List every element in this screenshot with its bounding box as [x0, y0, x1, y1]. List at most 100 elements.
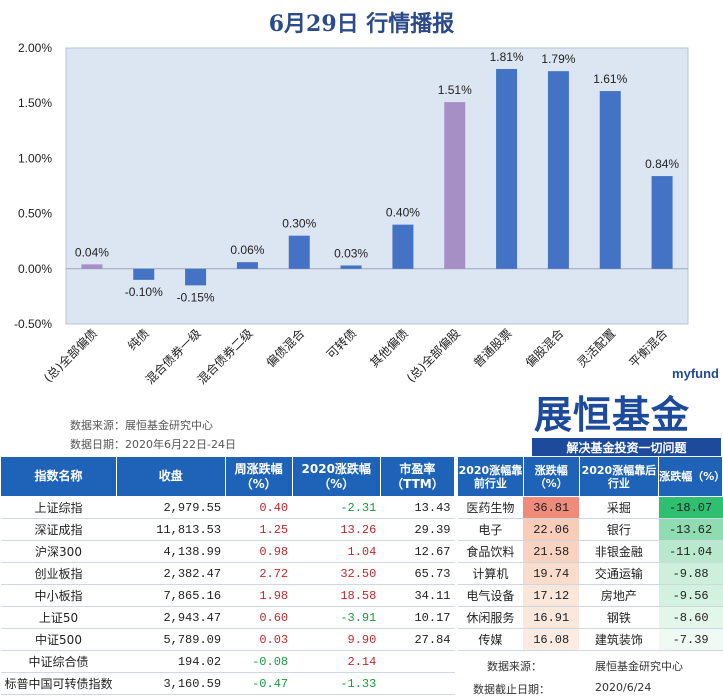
col-close: 收盘 [116, 456, 226, 497]
index-name-cell: 上证综指 [0, 496, 117, 519]
week-change-cell: 0.40 [225, 496, 293, 519]
close-cell: 5,789.09 [116, 628, 226, 651]
source-note: 数据来源：展恒基金研究中心 [70, 419, 213, 432]
bar [496, 68, 518, 269]
top-sector-name: 医药生物 [457, 496, 524, 519]
index-name-cell: 沪深300 [0, 540, 117, 563]
bar-value-label: 1.61% [593, 72, 627, 86]
y-tick-label: 0.50% [18, 207, 52, 221]
category-label: (总)全部偏股 [403, 326, 463, 386]
top-sector-change: 16.91 [523, 606, 580, 629]
y-tick-label: -0.50% [14, 317, 52, 331]
table-row: 医药生物 36.81 采掘 -18.07 [457, 496, 723, 519]
top-sector-change: 16.08 [523, 628, 580, 651]
top-sector-name: 食品饮料 [457, 540, 524, 563]
logo-slogan: 解决基金投资一切问题 [532, 438, 721, 458]
category-label: 普通股票 [471, 326, 515, 370]
bar [288, 235, 310, 269]
bar [444, 102, 466, 269]
category-label: 纯债 [125, 326, 152, 353]
top-sector-name: 休闲服务 [457, 606, 524, 629]
close-cell: 2,979.55 [116, 496, 226, 519]
pe-cell: 10.17 [380, 606, 455, 629]
bar [340, 265, 362, 269]
bar [547, 71, 569, 269]
close-cell: 2,382.47 [116, 562, 226, 585]
table-row: 沪深300 4,138.99 0.98 1.04 12.67 [0, 540, 455, 563]
footer-date-value: 2020/6/24 [595, 681, 652, 694]
bottom-sector-change: -13.62 [658, 518, 723, 541]
pe-cell: 13.43 [380, 496, 455, 519]
bar [392, 224, 414, 269]
pe-cell: 34.11 [380, 584, 455, 607]
index-name-cell: 中证500 [0, 628, 117, 651]
footer-source-value: 展恒基金研究中心 [595, 660, 683, 673]
category-label: 其他偏债 [366, 326, 411, 371]
category-label: 灵活配置 [575, 326, 619, 370]
table-row: 电子 22.06 银行 -13.62 [457, 518, 723, 541]
footer-date-label: 数据截止日期： [473, 683, 550, 696]
close-cell: 4,138.99 [116, 540, 226, 563]
index-table: 指数名称 收盘 周涨跌幅（%） 2020涨跌幅（%） 市盈率（TTM） 上证综指… [0, 456, 456, 695]
ytd-change-cell: -3.91 [292, 606, 381, 629]
index-name-cell: 创业板指 [0, 562, 117, 585]
y-tick-label: 0.00% [18, 262, 52, 276]
week-change-cell: 0.98 [225, 540, 293, 563]
ytd-change-cell: 13.26 [292, 518, 381, 541]
category-label: 偏股混合 [522, 326, 567, 371]
table-row: 创业板指 2,382.47 2.72 32.50 65.73 [0, 562, 455, 585]
week-change-cell: -0.47 [225, 672, 293, 695]
pe-cell: 65.73 [380, 562, 455, 585]
sector-table: 2020涨幅靠前行业 涨跌幅（%） 2020涨幅靠后行业 涨跌幅（%） 医药生物… [457, 456, 723, 651]
bar-labels: 0.04% -0.10% -0.15% 0.06% 0.30% 0.03% 0.40% 1.5… [75, 50, 680, 304]
ytd-change-cell: 1.04 [292, 540, 381, 563]
bar [599, 91, 621, 269]
col-top-sector: 2020涨幅靠前行业 [457, 456, 524, 497]
col-pe: 市盈率（TTM） [379, 456, 456, 497]
table-row: 标普中国可转债指数 3,160.59 -0.47 -1.33 [0, 672, 455, 695]
date-note: 数据日期：2020年6月22日-24日 [70, 438, 236, 451]
page-title: 6月29日 行情播报 [268, 11, 455, 37]
col-ytd-change: 2020涨跌幅（%） [291, 456, 381, 497]
bottom-sector-change: -18.07 [658, 496, 723, 519]
table-row: 中证综合债 194.02 -0.08 2.14 [0, 650, 455, 673]
index-name-cell: 标普中国可转债指数 [0, 672, 117, 695]
table-row: 上证综指 2,979.55 0.40 -2.31 13.43 [0, 496, 455, 519]
bar-value-label: 0.06% [230, 243, 264, 257]
ytd-change-cell: 2.14 [292, 650, 381, 673]
table-row: 传媒 16.08 建筑装饰 -7.39 [457, 628, 723, 651]
y-tick-label: 1.50% [18, 96, 52, 110]
bottom-sector-name: 非银金融 [579, 540, 659, 563]
bar [81, 264, 103, 269]
bar-value-label: 0.30% [282, 217, 316, 231]
y-tick-label: 2.00% [18, 41, 52, 55]
week-change-cell: -0.08 [225, 650, 293, 673]
bar [185, 268, 207, 286]
close-cell: 3,160.59 [116, 672, 226, 695]
table-row: 深证成指 11,813.53 1.25 13.26 29.39 [0, 518, 455, 541]
bottom-sector-name: 房地产 [579, 584, 659, 607]
ytd-change-cell: 9.90 [292, 628, 381, 651]
index-name-cell: 中小板指 [0, 584, 117, 607]
bottom-sector-name: 交通运输 [579, 562, 659, 585]
category-label: 可转债 [323, 326, 359, 362]
category-label: (总)全部偏债 [40, 326, 100, 386]
bar-value-label: 0.40% [386, 206, 420, 220]
table-row: 上证50 2,943.47 0.60 -3.91 10.17 [0, 606, 455, 629]
bar-value-label: -0.10% [125, 285, 163, 299]
top-sector-change: 21.58 [523, 540, 580, 563]
table-row: 休闲服务 16.91 钢铁 -8.60 [457, 606, 723, 629]
close-cell: 194.02 [116, 650, 226, 673]
week-change-cell: 2.72 [225, 562, 293, 585]
table-row: 电气设备 17.12 房地产 -9.56 [457, 584, 723, 607]
pe-cell: 27.84 [380, 628, 455, 651]
y-axis: -0.50% 0.00% 0.50% 1.00% 1.50% 2.00% [14, 41, 52, 331]
bottom-sector-change: -9.88 [658, 562, 723, 585]
bar-value-label: 1.81% [490, 50, 524, 64]
index-name-cell: 中证综合债 [0, 650, 117, 673]
week-change-cell: 1.25 [225, 518, 293, 541]
brand-logo: myfund 展恒基金 解决基金投资一切问题 [528, 366, 723, 462]
bottom-sector-change: -8.60 [658, 606, 723, 629]
col-index-name: 指数名称 [0, 456, 118, 497]
table-row: 食品饮料 21.58 非银金融 -11.04 [457, 540, 723, 563]
